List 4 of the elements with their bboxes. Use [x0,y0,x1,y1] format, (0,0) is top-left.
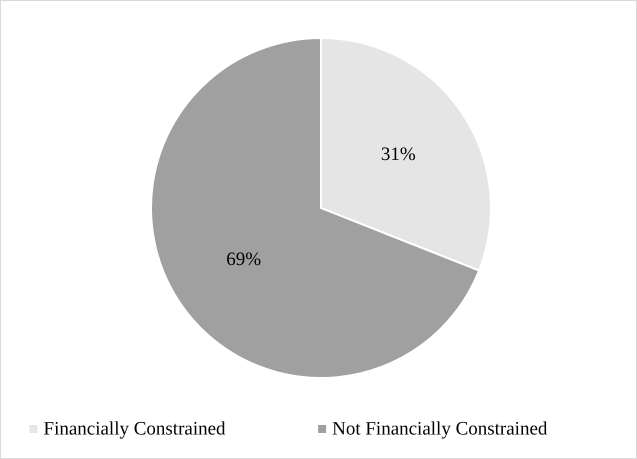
legend-label: Financially Constrained [44,418,226,440]
legend-label: Not Financially Constrained [332,418,548,440]
data-label: 69% [226,248,262,270]
data-label: 31% [380,144,416,165]
